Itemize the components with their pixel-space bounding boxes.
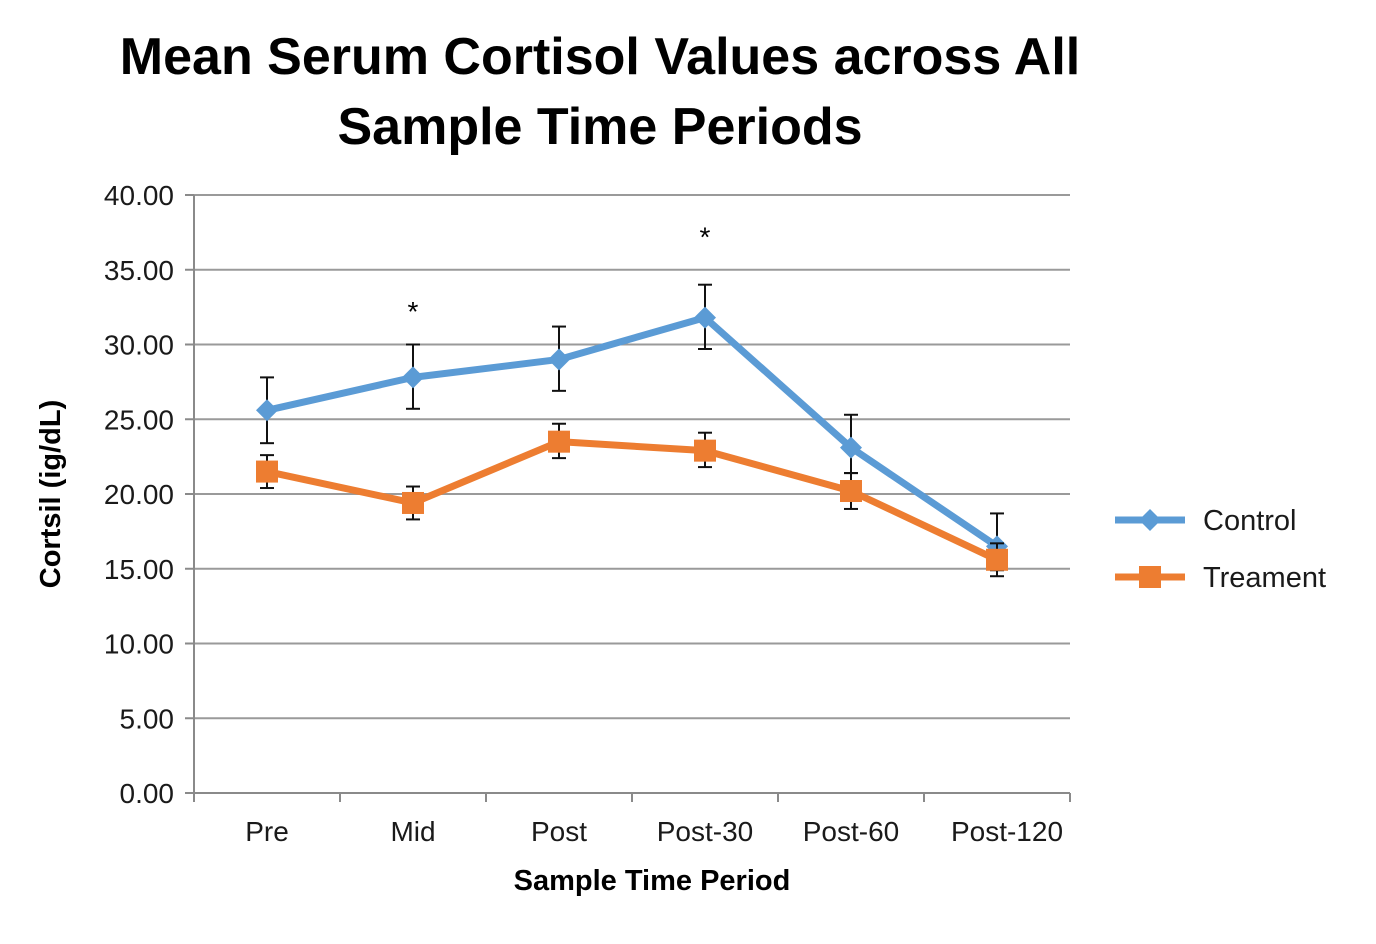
data-point-control: [256, 399, 278, 422]
data-point-control: [548, 348, 570, 371]
y-tick-label: 5.00: [120, 703, 175, 734]
axes: 0.00 5.00 10.00 15.00 20.00 25.00 30.00 35.00 40…: [104, 180, 1071, 847]
legend-marker-treament: [1139, 566, 1161, 588]
series: [256, 283, 1008, 578]
x-tick-label: Pre: [245, 816, 289, 847]
data-point-control: [840, 436, 862, 459]
y-tick-label: 10.00: [104, 629, 174, 660]
data-point-treament: [256, 460, 278, 483]
data-point-treament: [548, 430, 570, 453]
y-tick-label: 40.00: [104, 180, 174, 211]
x-tick-label: Post-60: [803, 816, 900, 847]
x-tick-label: Mid: [390, 816, 435, 847]
y-tick-label: 15.00: [104, 554, 174, 585]
series-treament: [256, 422, 1008, 578]
significance-marker: *: [408, 296, 419, 327]
y-tick-label: 0.00: [120, 778, 175, 809]
y-tick-label: 25.00: [104, 404, 174, 435]
x-tick-label: Post-120: [951, 816, 1063, 847]
series-line-control: [263, 314, 1001, 550]
legend-label-control: Control: [1203, 505, 1297, 537]
legend-label-treament: Treament: [1203, 562, 1326, 594]
series-control: [256, 283, 1008, 572]
y-axis-title: Cortsil (ig/dL): [35, 400, 67, 588]
legend-marker-control: [1139, 509, 1161, 531]
data-point-treament: [840, 480, 862, 503]
x-axis-title: Sample Time Period: [514, 865, 791, 897]
chart-title: Mean Serum Cortisol Values across All Sa…: [0, 22, 1200, 162]
data-point-treament: [694, 439, 716, 462]
series-line-treament: [263, 438, 1001, 564]
legend: Control Treament: [1115, 505, 1326, 594]
y-tick-label: 30.00: [104, 330, 174, 361]
y-tick-label: 20.00: [104, 479, 174, 510]
significance-marker: *: [700, 221, 711, 252]
x-tick-label: Post-30: [657, 816, 754, 847]
chart-title-line-2: Sample Time Periods: [337, 98, 863, 156]
data-point-treament: [986, 548, 1008, 571]
data-point-treament: [402, 491, 424, 514]
gridlines: [194, 194, 1070, 720]
y-tick-label: 35.00: [104, 255, 174, 286]
data-point-control: [694, 306, 716, 329]
x-tick-label: Post: [531, 816, 587, 847]
chart-title-line-1: Mean Serum Cortisol Values across All: [119, 28, 1081, 86]
data-point-control: [402, 366, 424, 389]
annotations: **: [408, 221, 711, 327]
